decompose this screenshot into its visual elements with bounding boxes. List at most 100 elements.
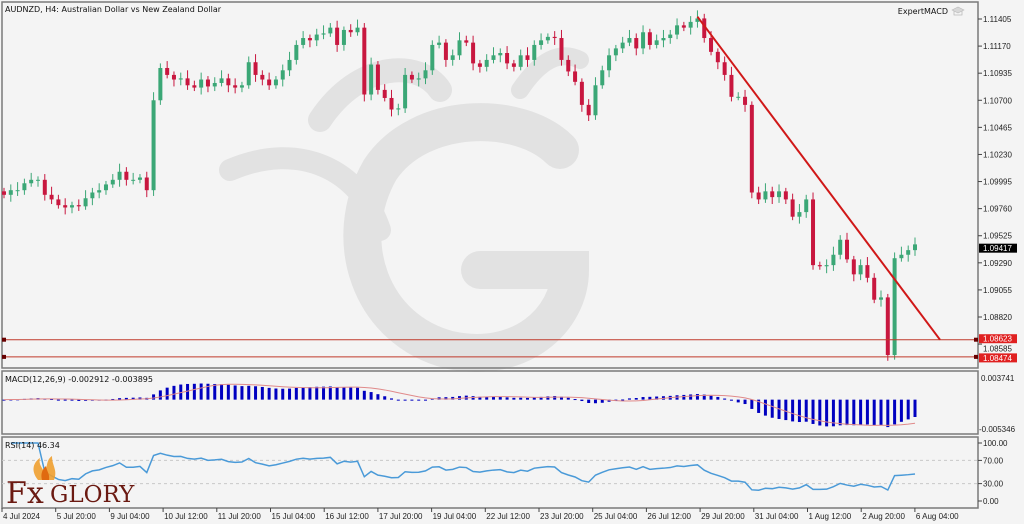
macd-bar [383,396,387,400]
logo-glory: GLORY [50,482,135,508]
time-tick-label: 16 Jul 12:00 [325,512,369,521]
macd-bar [478,396,482,400]
macd-bar [260,386,264,400]
macd-bar [111,398,115,400]
candle-bearish [226,78,231,86]
time-tick-label: 11 Jul 20:00 [218,512,262,521]
candle-bullish [688,21,693,28]
candle-bearish [749,104,754,193]
time-tick-label: 22 Jul 12:00 [486,512,530,521]
main-panel[interactable] [1,1,979,369]
macd-bar [158,390,162,400]
price-tick-label: 1.09995 [983,178,1012,187]
watermark-logo [219,47,590,372]
macd-bar [50,398,54,400]
candle-bearish [124,171,129,180]
macd-bar [743,399,747,405]
macd-bar [614,399,618,401]
candle-bearish [579,81,584,105]
macd-bar [281,388,285,400]
macd-bar [546,396,550,400]
candle-bullish [287,59,292,71]
fxglory-logo: Fx GLORY [6,456,135,511]
time-tick-label: 23 Jul 20:00 [540,512,584,521]
candle-bullish [137,177,142,180]
rsi-panel[interactable] [1,436,979,509]
candle-bearish [443,42,448,60]
candle-bearish [165,67,170,75]
macd-bar [689,394,693,400]
macd-bar [369,392,373,400]
macd-bar [539,396,543,400]
macd-bar [791,399,795,422]
rsi-tick-label: 30.00 [983,480,1004,489]
macd-bar [859,399,863,425]
candle-bullish [273,79,278,86]
candle-bullish [593,85,598,116]
trendline-group[interactable] [696,16,941,341]
macd-bar [444,397,448,400]
candle-bullish [301,38,306,45]
macd-bar [607,399,611,402]
candle-bullish [416,78,421,80]
macd-bar [56,399,60,401]
candle-bullish [22,183,27,191]
candle-bearish [307,38,312,41]
macd-bar [390,398,394,400]
candle-bearish [722,62,727,75]
candle-bullish [518,55,523,67]
candle-bearish [756,192,761,200]
macd-bar [186,383,190,400]
price-tick-label: 1.11170 [983,42,1011,51]
time-axis: 4 Jul 2024 5 Jul 20:00 9 Jul 04:00 10 Jul 1… [1,508,959,521]
trendline [696,16,941,341]
candle-bullish [117,171,122,180]
candle-bearish [260,74,265,80]
macd-bar [566,397,570,400]
candle-bullish [280,70,285,80]
horizontal-levels[interactable] [2,337,978,359]
candle-bearish [205,79,210,87]
time-tick-label: 5 Jul 20:00 [57,512,97,521]
candle-bearish [702,18,707,39]
candle-bullish [838,239,843,255]
candle-bearish [2,191,6,195]
macd-bar [831,399,835,427]
candle-bullish [824,265,829,267]
candle-bullish [131,179,136,181]
macd-bar [417,399,421,401]
macd-bar [322,386,326,400]
macd-bar [192,383,196,400]
macd-bar [648,396,652,400]
macd-bar [525,397,529,400]
price-tick-label: 1.08585 [983,344,1012,353]
macd-bar [886,399,890,428]
candles [2,10,917,361]
price-tick-label: 1.10935 [983,69,1012,78]
candle-bearish [267,79,272,86]
current-price-label: 1.09417 [983,244,1012,253]
macd-bar [396,399,400,401]
rsi-label: RSI(14) 46.34 [5,441,60,450]
macd-bar [288,388,292,400]
candle-bearish [253,62,258,75]
candle-bearish [382,89,387,98]
candle-bullish [355,27,360,33]
macd-bar [2,399,6,401]
price-tick-label: 1.10230 [983,150,1012,159]
candle-bullish [199,79,204,88]
macd-axis-min: -0.005346 [979,425,1016,434]
macd-panel[interactable] [1,370,979,435]
candle-bullish [423,70,428,79]
macd-bar [220,384,224,400]
macd-bar [349,387,353,400]
level-anchor-right [974,354,978,359]
candle-bearish [471,42,476,64]
candle-bullish [892,258,897,356]
macd-bar [729,399,733,401]
macd-bar [70,399,74,401]
candle-bearish [409,74,414,80]
current-price-tag [979,243,1017,253]
macd-bar [709,395,713,400]
